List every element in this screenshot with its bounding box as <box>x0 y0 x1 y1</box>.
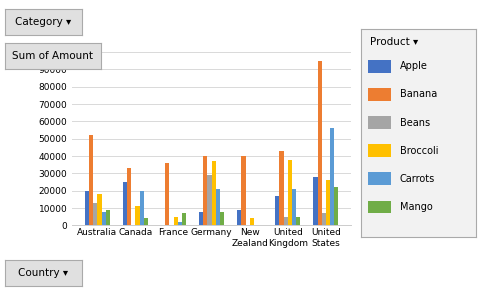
Bar <box>207 175 211 225</box>
Bar <box>241 156 245 225</box>
Bar <box>173 217 178 225</box>
Bar <box>334 187 338 225</box>
Bar <box>89 135 93 225</box>
Text: Sum of Amount: Sum of Amount <box>12 51 93 61</box>
Text: Broccoli: Broccoli <box>399 146 438 156</box>
Bar <box>283 217 287 225</box>
Bar <box>144 218 148 225</box>
Bar <box>97 194 101 225</box>
Text: Country ▾: Country ▾ <box>18 268 68 278</box>
Bar <box>291 189 296 225</box>
Bar <box>279 151 283 225</box>
Text: Category ▾: Category ▾ <box>15 17 71 27</box>
Bar <box>135 206 139 225</box>
Bar <box>211 161 216 225</box>
Text: Banana: Banana <box>399 89 436 99</box>
Bar <box>199 212 203 225</box>
Bar <box>84 191 89 225</box>
Bar <box>321 213 325 225</box>
Bar <box>249 218 253 225</box>
Text: Carrots: Carrots <box>399 174 434 184</box>
Bar <box>275 196 279 225</box>
Bar <box>329 128 334 225</box>
Bar <box>123 182 127 225</box>
Bar <box>237 210 241 225</box>
Text: Product ▾: Product ▾ <box>369 37 418 47</box>
Bar <box>216 189 219 225</box>
Bar <box>106 210 110 225</box>
Bar <box>127 168 131 225</box>
Text: Apple: Apple <box>399 61 427 71</box>
Bar <box>93 203 97 225</box>
Bar <box>165 163 169 225</box>
Bar <box>139 191 144 225</box>
Bar <box>181 213 186 225</box>
Bar <box>203 156 207 225</box>
Bar <box>317 61 321 225</box>
Bar <box>287 160 291 225</box>
FancyBboxPatch shape <box>367 201 390 213</box>
Bar <box>312 177 317 225</box>
FancyBboxPatch shape <box>367 144 390 157</box>
FancyBboxPatch shape <box>367 173 390 185</box>
Bar <box>325 180 329 225</box>
Bar <box>178 222 181 225</box>
Text: Mango: Mango <box>399 202 432 212</box>
Bar <box>101 212 106 225</box>
FancyBboxPatch shape <box>367 116 390 129</box>
Text: Beans: Beans <box>399 118 429 127</box>
FancyBboxPatch shape <box>367 60 390 73</box>
Bar <box>219 212 224 225</box>
FancyBboxPatch shape <box>367 88 390 101</box>
Bar <box>296 217 300 225</box>
